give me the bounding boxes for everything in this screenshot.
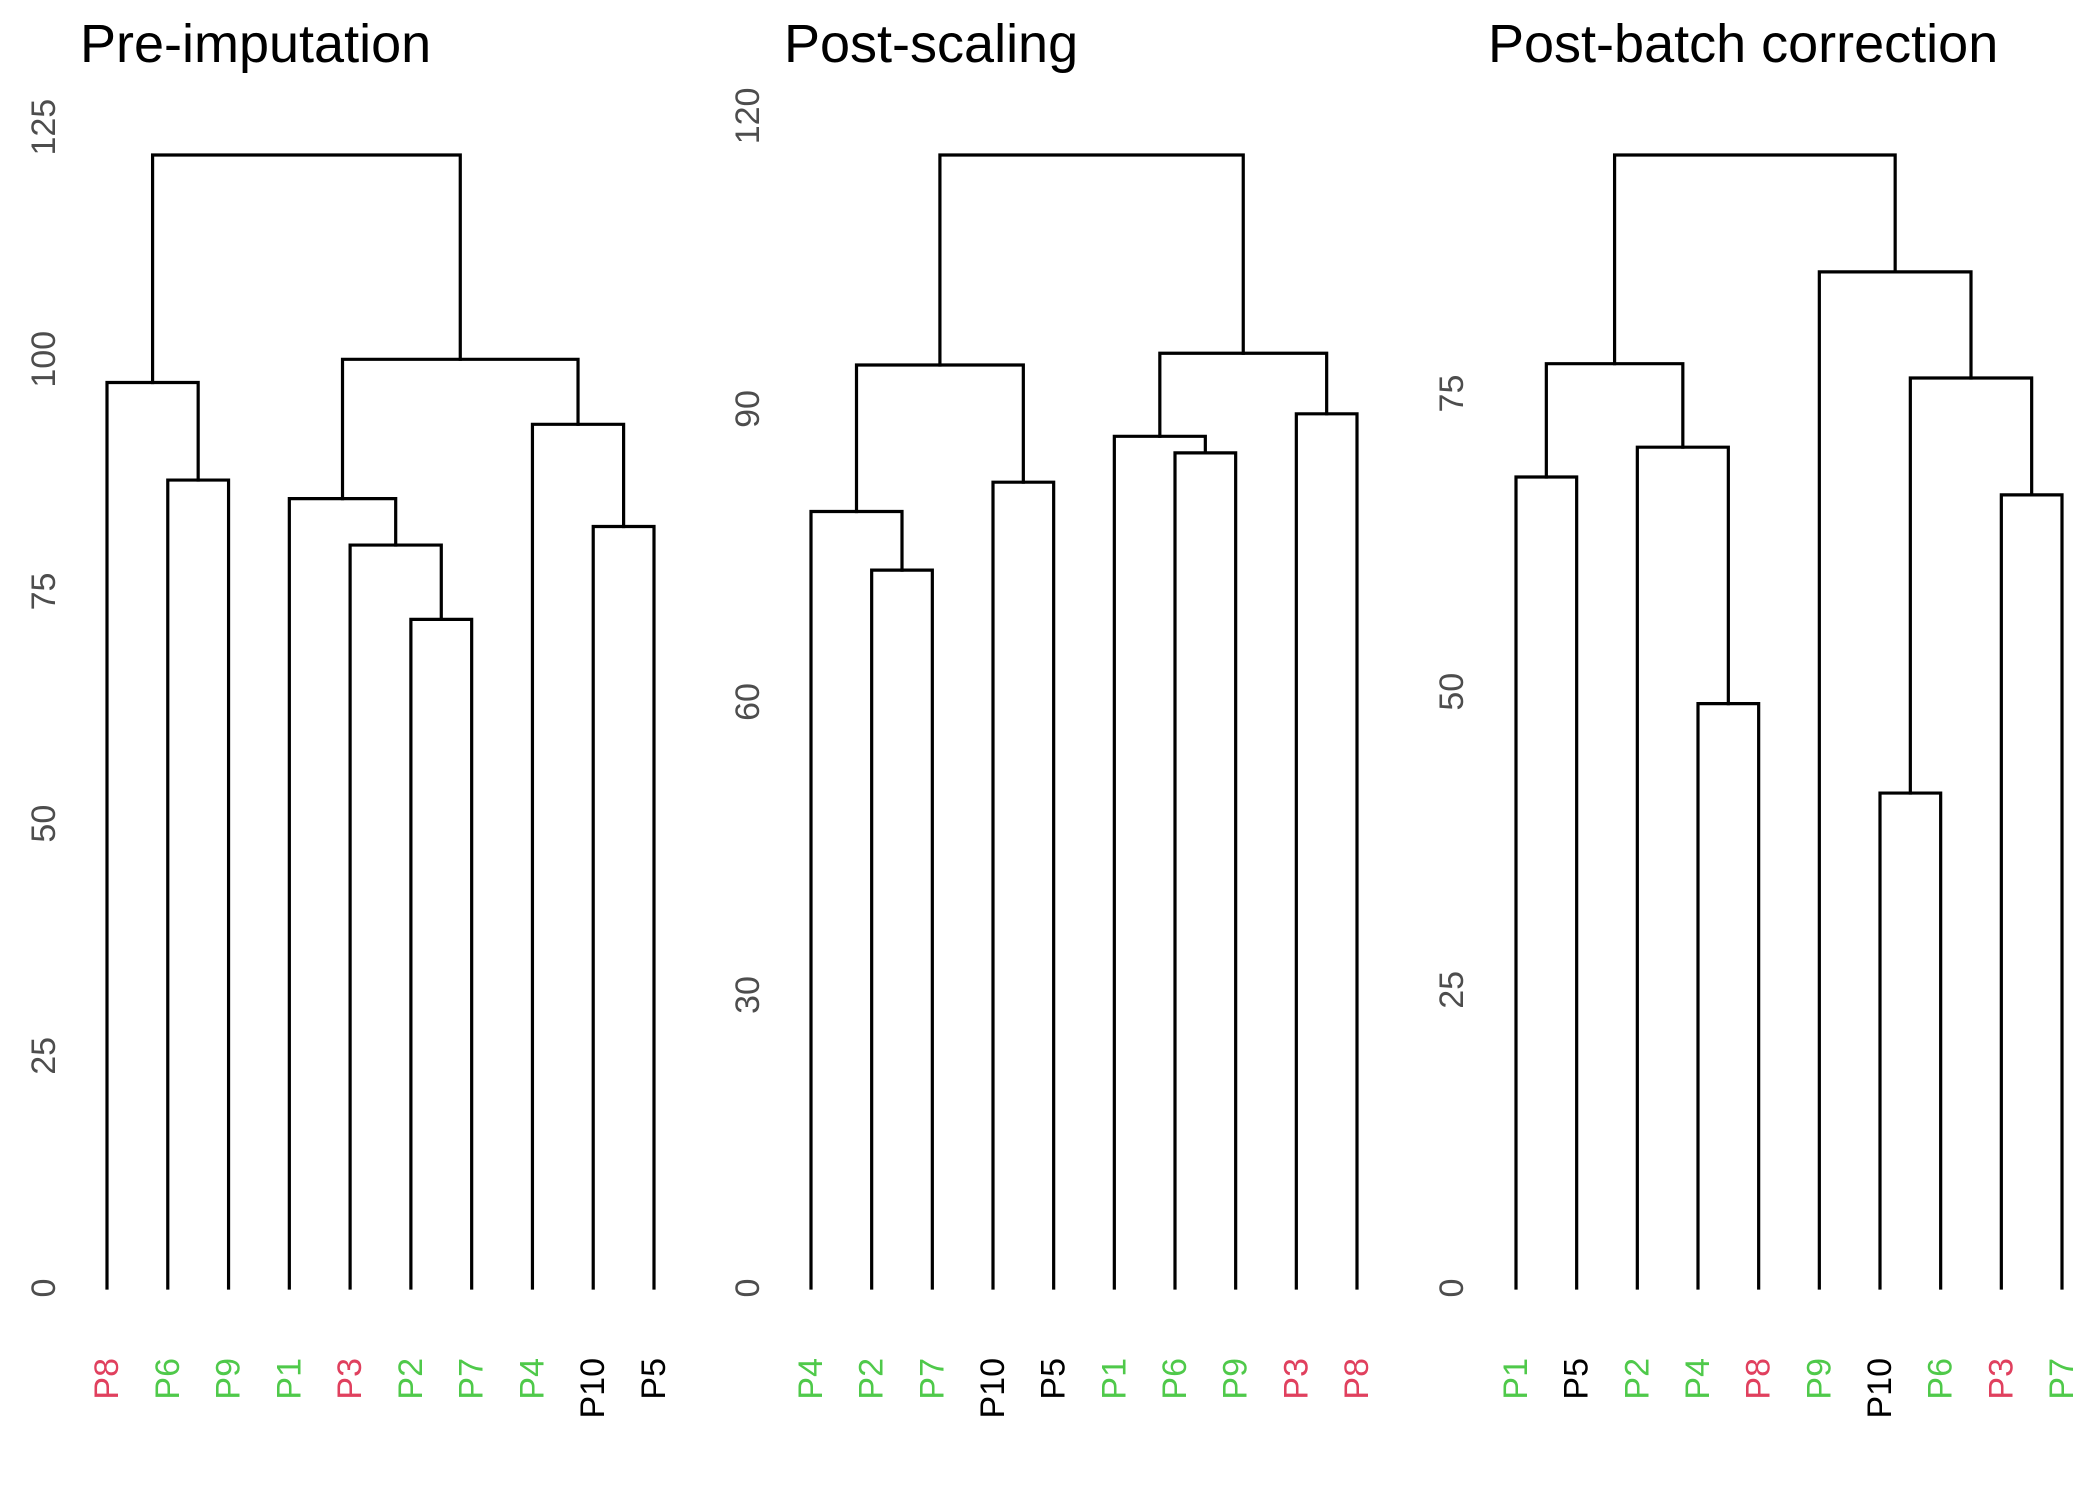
leaf-label: P5 (1558, 1358, 1596, 1400)
leaf-label: P8 (1338, 1358, 1376, 1400)
panel-title: Post-batch correction (1488, 14, 1998, 74)
dendrogram-branch (1612, 153, 1897, 366)
leaf-label: P4 (513, 1358, 551, 1400)
y-tick-label: 50 (25, 805, 63, 843)
leaf-label: P1 (1095, 1358, 1133, 1400)
dendrogram-branch (1544, 362, 1685, 479)
dendrogram-branch (1158, 351, 1329, 438)
y-tick-label: 50 (1433, 673, 1471, 711)
dendrogram-branch (530, 422, 626, 1290)
panel-title: Pre-imputation (80, 14, 431, 74)
dendrogram-panel-pre-imputation: Pre-imputation 0 25 50 75 100 125 P8 P6 P9 P1 P3 P2… (25, 14, 673, 1419)
y-tick-label: 25 (1433, 971, 1471, 1009)
leaf-label: P10 (1861, 1358, 1899, 1419)
leaf-label: P7 (453, 1358, 491, 1400)
dendrogram-branch (1999, 493, 2064, 1290)
leaf-label: P6 (1922, 1358, 1960, 1400)
leaf-label: P3 (1982, 1358, 2020, 1400)
leaf-label: P6 (149, 1358, 187, 1400)
dendrogram-branch (340, 357, 580, 501)
y-tick-label: 25 (25, 1037, 63, 1075)
y-tick-label: 75 (1433, 375, 1471, 413)
dendrogram-branch (166, 478, 231, 1290)
dendrogram-branch (1514, 475, 1579, 1290)
y-tick-label: 30 (729, 976, 767, 1014)
leaf-label: P5 (635, 1358, 673, 1400)
dendrogram-branch (870, 568, 934, 1290)
dendrogram-panel-post-scaling: Post-scaling 0 30 60 90 120 P4 P2 P7 P10 P5 P1 P6 P9… (729, 14, 1376, 1419)
leaf-label: P8 (88, 1358, 126, 1400)
dendrogram-branch (991, 480, 1056, 1290)
dendrogram-branch (1635, 445, 1730, 1290)
leaf-label: P3 (1277, 1358, 1315, 1400)
dendrogram-branch (1696, 702, 1761, 1290)
leaf-label: P10 (574, 1358, 612, 1419)
leaf-label: P7 (2043, 1358, 2081, 1400)
leaf-label: P2 (392, 1358, 430, 1400)
y-tick-label: 0 (25, 1279, 63, 1298)
dendrogram-branch (348, 543, 443, 1290)
dendrogram-branch (1878, 791, 1943, 1290)
leaf-label: P1 (1497, 1358, 1535, 1400)
dendrogram-branch (591, 524, 656, 1290)
dendrogram-branch (150, 153, 462, 385)
dendrogram-branch (854, 363, 1025, 514)
leaf-label: P8 (1740, 1358, 1778, 1400)
y-tick-label: 60 (729, 683, 767, 721)
leaf-label: P9 (210, 1358, 248, 1400)
leaf-label: P2 (1618, 1358, 1656, 1400)
y-tick-label: 120 (729, 88, 767, 145)
dendrogram-branch (1173, 451, 1238, 1290)
y-tick-label: 90 (729, 390, 767, 428)
y-tick-label: 0 (1433, 1279, 1471, 1298)
leaf-label: P1 (270, 1358, 308, 1400)
dendrogram-branch (809, 509, 904, 1290)
leaf-label: P6 (1156, 1358, 1194, 1400)
dendrogram-branch (1294, 412, 1359, 1290)
dendrogram-branch (287, 497, 398, 1290)
y-tick-label: 0 (729, 1279, 767, 1298)
leaf-label: P9 (1217, 1358, 1255, 1400)
dendrogram-panel-post-batch-correction: Post-batch correction 0 25 50 75 P1 P5 P2 P4 P8 P… (1433, 14, 2081, 1419)
leaf-label: P2 (853, 1358, 891, 1400)
dendrogram-branch (409, 617, 474, 1290)
leaf-label: P7 (913, 1358, 951, 1400)
y-tick-label: 75 (25, 573, 63, 611)
y-tick-label: 125 (25, 99, 63, 156)
leaf-label: P5 (1035, 1358, 1073, 1400)
dendrogram-branch (1908, 376, 2034, 795)
panel-title: Post-scaling (784, 14, 1078, 74)
leaf-label: P10 (974, 1358, 1012, 1419)
dendrogram-branch (105, 380, 200, 1290)
dendrogram-branch (938, 153, 1245, 367)
leaf-label: P4 (792, 1358, 830, 1400)
dendrogram-branch (1817, 270, 1973, 1290)
leaf-label: P9 (1800, 1358, 1838, 1400)
dendrogram-branch (1112, 434, 1207, 1290)
leaf-label: P4 (1679, 1358, 1717, 1400)
leaf-label: P3 (331, 1358, 369, 1400)
y-tick-label: 100 (25, 331, 63, 388)
